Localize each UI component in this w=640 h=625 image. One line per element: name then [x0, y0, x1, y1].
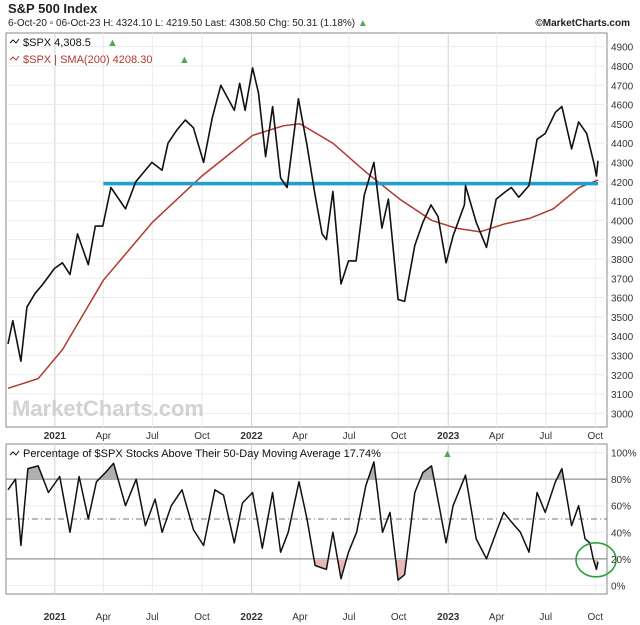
low-value: L: 4219.50: [154, 18, 203, 29]
price-panel-frame: [5, 32, 608, 428]
x-tick-label: Oct: [194, 612, 210, 623]
price-y-tick-label: 3300: [611, 351, 634, 362]
price-y-tick-label: 3400: [611, 332, 634, 343]
breadth-y-tick-label: 60%: [611, 502, 631, 513]
x-tick-label: Oct: [194, 431, 210, 442]
legend-line-icon: [9, 38, 20, 44]
legend-sma-icon: [9, 55, 20, 61]
x-tick-label: Apr: [292, 612, 308, 623]
price-y-tick-label: 4600: [611, 101, 634, 112]
legend-sma: $SPX | SMA(200) 4208.30: [23, 54, 152, 66]
price-series-layer: [7, 67, 599, 390]
x-tick-label: 2022: [240, 612, 263, 623]
price-y-tick-label: 3600: [611, 294, 634, 305]
breadth-y-tick-label: 80%: [611, 475, 631, 486]
x-axis-labels-bottom: 2021 Apr Jul Oct 2022 Apr Jul Oct 2023 Apr Jul Oct: [44, 612, 604, 623]
brand-label: ©MarketCharts.com: [535, 18, 630, 29]
price-y-tick-label: 4800: [611, 62, 634, 73]
breadth-line: [7, 461, 599, 581]
breadth-y-tick-label: 20%: [611, 555, 631, 566]
x-tick-label: Oct: [588, 612, 604, 623]
price-y-tick-label: 4700: [611, 81, 634, 92]
spx-price-line: [7, 67, 599, 362]
price-y-tick-label: 4900: [611, 43, 634, 54]
price-y-ticks: 4900 4800 4700 4600 4500 4400 4300 4200 4100 4000…: [611, 43, 634, 421]
breadth-y-ticks: 100% 80% 60% 40% 20% 0%: [611, 449, 637, 593]
x-tick-label: Jul: [343, 431, 356, 442]
sma200-line: [7, 123, 599, 390]
price-legend: $SPX 4,308.5 ▲ $SPX | SMA(200) 4208.30 ▲: [9, 37, 190, 66]
price-y-tick-label: 4200: [611, 178, 634, 189]
x-tick-label: 2021: [44, 431, 67, 442]
x-tick-label: Apr: [489, 612, 505, 623]
price-y-tick-label: 4500: [611, 120, 634, 131]
price-y-tick-label: 4000: [611, 216, 634, 227]
last-value: Last: 4308.50: [205, 18, 266, 29]
legend-sma-arrow: ▲: [179, 54, 190, 66]
price-y-tick-label: 3800: [611, 255, 634, 266]
x-axis-labels-top: 2021 Apr Jul Oct 2022 Apr Jul Oct 2023 Apr Jul Oct: [44, 431, 604, 442]
up-arrow-icon: ▲: [357, 18, 368, 29]
chart-title: S&P 500 Index: [8, 1, 98, 16]
x-tick-label: Oct: [391, 431, 407, 442]
breadth-legend: Percentage of $SPX Stocks Above Their 50…: [9, 448, 453, 460]
legend-breadth-arrow: ▲: [442, 448, 453, 460]
legend-spx-arrow: ▲: [107, 37, 118, 49]
x-tick-label: Jul: [146, 612, 159, 623]
watermark: MarketCharts.com: [12, 396, 204, 421]
breadth-series-layer: [7, 461, 617, 581]
oversold-fill: [313, 558, 598, 581]
x-tick-label: 2022: [240, 431, 263, 442]
price-grid: [6, 33, 607, 427]
x-tick-label: 2021: [44, 612, 67, 623]
overbought-fill: [26, 461, 564, 480]
price-y-tick-label: 4300: [611, 158, 634, 169]
latest-reading-highlight-circle: [575, 542, 617, 578]
breadth-y-tick-label: 100%: [611, 449, 637, 460]
price-y-tick-label: 3000: [611, 409, 634, 420]
change-value: Chg: 50.31 (1.18%): [268, 18, 356, 29]
x-tick-label: Jul: [539, 431, 552, 442]
legend-breadth: Percentage of $SPX Stocks Above Their 50…: [23, 448, 381, 460]
x-tick-label: Jul: [539, 612, 552, 623]
price-y-tick-label: 4100: [611, 197, 634, 208]
breadth-y-tick-label: 40%: [611, 528, 631, 539]
legend-breadth-icon: [9, 450, 20, 456]
breadth-y-tick-label: 0%: [611, 581, 626, 592]
x-tick-label: Apr: [96, 431, 112, 442]
x-tick-label: Oct: [391, 612, 407, 623]
price-y-tick-label: 3900: [611, 236, 634, 247]
x-tick-label: Apr: [96, 612, 112, 623]
info-bar: 6-Oct-20 ▫ 06-Oct-23 H: 4324.10 L: 4219.…: [8, 18, 368, 29]
price-y-tick-label: 4400: [611, 139, 634, 150]
price-y-tick-label: 3200: [611, 371, 634, 382]
x-tick-label: Jul: [146, 431, 159, 442]
x-tick-label: 2023: [437, 431, 460, 442]
legend-spx: $SPX 4,308.5: [23, 37, 91, 49]
price-y-tick-label: 3500: [611, 313, 634, 324]
x-tick-label: Oct: [588, 431, 604, 442]
x-tick-label: Apr: [292, 431, 308, 442]
x-tick-label: Jul: [343, 612, 356, 623]
price-y-tick-label: 3100: [611, 390, 634, 401]
date-range: 6-Oct-20 ▫ 06-Oct-23: [8, 18, 101, 29]
high-value: H: 4324.10: [103, 18, 153, 29]
x-tick-label: 2023: [437, 612, 460, 623]
price-y-tick-label: 3700: [611, 274, 634, 285]
x-tick-label: Apr: [489, 431, 505, 442]
